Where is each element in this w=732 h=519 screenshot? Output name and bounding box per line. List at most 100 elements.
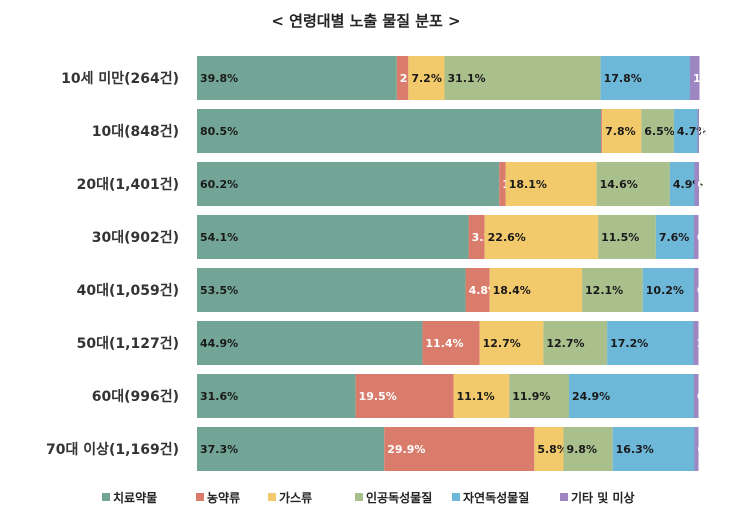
bar-segment <box>694 162 699 206</box>
category-label: 10세 미만(264건) <box>61 70 179 87</box>
bar-segment <box>197 109 602 153</box>
data-label: 10.2% <box>646 284 684 297</box>
category-label: 70대 이상(1,169건) <box>46 441 179 458</box>
bar-segment <box>479 321 544 365</box>
data-label: 44.9% <box>200 337 238 350</box>
bar-segment <box>655 215 694 259</box>
bar-segment <box>197 56 397 100</box>
data-label: 16.3% <box>616 443 654 456</box>
legend: 치료약물 농약류 가스류 인공독성물질 자연독성물질 기타 및 미상 <box>102 490 635 505</box>
data-label: 80.5% <box>200 125 238 138</box>
data-label: 18.4% <box>493 284 531 297</box>
data-label: 54.1% <box>200 231 238 244</box>
bar-segment <box>602 109 642 153</box>
category-label: 60대(996건) <box>92 388 179 405</box>
bar-segment <box>499 162 506 206</box>
bar-segment <box>642 268 694 312</box>
bar-segment <box>197 268 466 312</box>
bar-segment <box>693 268 699 312</box>
bar-segment <box>669 162 695 206</box>
data-label: 11.9% <box>512 390 550 403</box>
legend-swatch <box>355 493 363 501</box>
bar-segment <box>598 215 656 259</box>
legend-swatch <box>560 493 568 501</box>
bar-segment <box>505 162 597 206</box>
data-label: 7.6% <box>659 231 690 244</box>
data-label: 0.8% <box>697 443 728 456</box>
bar-segment <box>468 215 485 259</box>
bar-segment <box>641 109 674 153</box>
data-label: 1.9% <box>693 72 724 85</box>
bar-segment <box>693 321 699 365</box>
legend-swatch <box>102 493 110 501</box>
bar-segment <box>568 374 694 418</box>
legend-label: 농약류 <box>207 490 240 505</box>
legend-label: 치료약물 <box>113 490 157 505</box>
bar-segment <box>197 162 500 206</box>
legend-swatch <box>196 493 204 501</box>
data-label: 12.7% <box>546 337 584 350</box>
data-label: 11.5% <box>601 231 639 244</box>
bar-segment <box>693 374 699 418</box>
bar-segment <box>408 56 445 100</box>
bar-segment <box>197 374 356 418</box>
bar-segment <box>612 427 695 471</box>
legend-label: 가스류 <box>279 490 312 505</box>
bar-segment <box>489 268 583 312</box>
data-label: 29.9% <box>387 443 425 456</box>
bar-segment <box>444 56 601 100</box>
data-label: 1.0% <box>696 337 727 350</box>
bar-segment <box>582 268 643 312</box>
legend-swatch <box>268 493 276 501</box>
legend-label: 인공독성물질 <box>366 490 432 505</box>
bar-segment <box>689 56 700 100</box>
bar-segment <box>601 109 603 153</box>
category-label: 10대(848건) <box>92 123 179 140</box>
data-label: 60.2% <box>200 178 238 191</box>
data-label: 12.7% <box>483 337 521 350</box>
bar-segment <box>697 109 699 153</box>
data-label: 11.4% <box>425 337 463 350</box>
bar-segment <box>355 374 454 418</box>
data-label: 31.6% <box>200 390 238 403</box>
data-label: 7.8% <box>605 125 636 138</box>
bar-segment <box>396 56 409 100</box>
data-label: 18.1% <box>509 178 547 191</box>
data-label: 17.2% <box>610 337 648 350</box>
data-label: 19.5% <box>359 390 397 403</box>
bar-segment <box>693 215 699 259</box>
bar-segment <box>197 321 423 365</box>
bar-segment <box>384 427 535 471</box>
bar-segment <box>563 427 613 471</box>
legend-swatch <box>452 493 460 501</box>
data-label: 9.8% <box>566 443 597 456</box>
bar-segment <box>543 321 608 365</box>
data-label: 0.9% <box>697 390 728 403</box>
bar-segment <box>607 321 694 365</box>
legend-label: 기타 및 미상 <box>571 490 635 505</box>
bar-segment <box>422 321 480 365</box>
data-label: 14.6% <box>600 178 638 191</box>
data-label: 0.9% <box>697 284 728 297</box>
bar-segment <box>673 109 698 153</box>
data-label: 53.5% <box>200 284 238 297</box>
bar-segment <box>600 56 690 100</box>
bar-segment <box>596 162 670 206</box>
data-label: 37.3% <box>200 443 238 456</box>
chart-title: < 연령대별 노출 물질 분포 > <box>271 12 460 30</box>
category-label: 30대(902건) <box>92 229 179 246</box>
data-label: 11.1% <box>457 390 495 403</box>
bar-segment <box>694 427 699 471</box>
legend-label: 자연독성물질 <box>463 490 529 505</box>
bar-segment <box>453 374 510 418</box>
data-label: 24.9% <box>572 390 610 403</box>
data-label: 0... <box>697 178 717 191</box>
bar-segment <box>197 427 385 471</box>
category-labels: 10세 미만(264건) 10대(848건) 20대(1,401건) 30대(902건… <box>46 70 179 458</box>
category-label: 50대(1,127건) <box>77 335 179 352</box>
bars-group: 39.8%2.3%7.2%31.1%17.8%1.9%80.5%0.2%7.8%… <box>197 56 728 471</box>
bar-segment <box>484 215 599 259</box>
data-label: 4.7% <box>677 125 708 138</box>
data-label: 17.8% <box>604 72 642 85</box>
